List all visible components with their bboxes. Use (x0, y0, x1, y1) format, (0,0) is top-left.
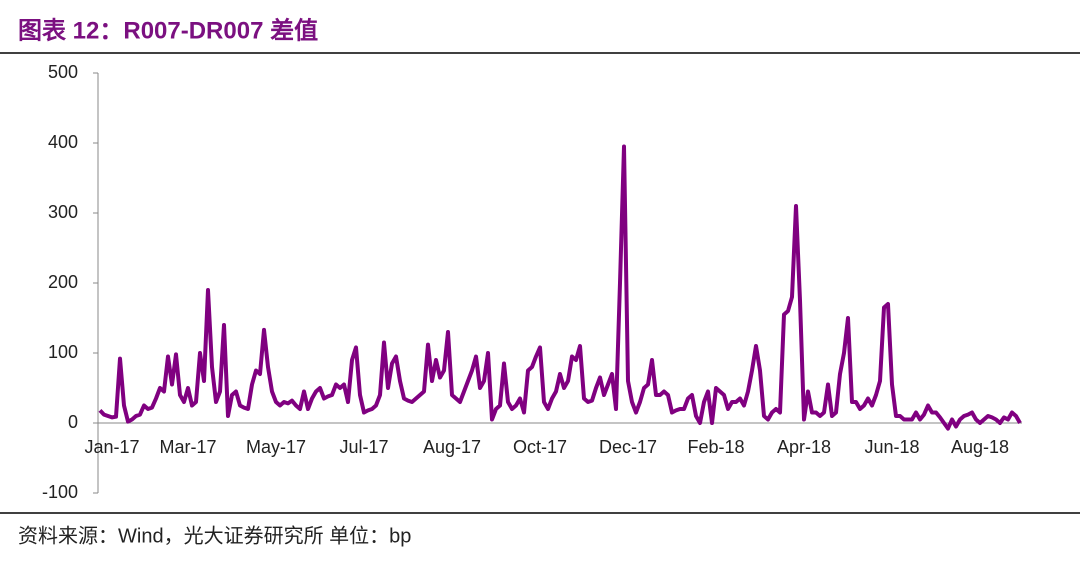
y-tick-label: 300 (48, 202, 78, 222)
y-tick-label: -100 (42, 482, 78, 502)
x-tick-label: Feb-18 (687, 437, 744, 457)
x-tick-label: Dec-17 (599, 437, 657, 457)
x-tick-label: Aug-17 (423, 437, 481, 457)
x-tick-label: Jan-17 (84, 437, 139, 457)
y-tick-label: 400 (48, 132, 78, 152)
x-tick-label: Oct-17 (513, 437, 567, 457)
x-tick-label: Aug-18 (951, 437, 1009, 457)
x-tick-label: Jun-18 (864, 437, 919, 457)
chart-title: 图表 12：R007-DR007 差值 (18, 16, 318, 44)
y-tick-label: 0 (68, 412, 78, 432)
x-tick-label: Mar-17 (159, 437, 216, 457)
data-line (98, 144, 1022, 431)
y-tick-label: 100 (48, 342, 78, 362)
x-tick-label: May-17 (246, 437, 306, 457)
source-note: 资料来源：Wind，光大证券研究所 单位：bp (18, 524, 411, 547)
y-tick-label: 500 (48, 62, 78, 82)
x-tick-label: Jul-17 (339, 437, 388, 457)
x-tick-label: Apr-18 (777, 437, 831, 457)
y-tick-label: 200 (48, 272, 78, 292)
